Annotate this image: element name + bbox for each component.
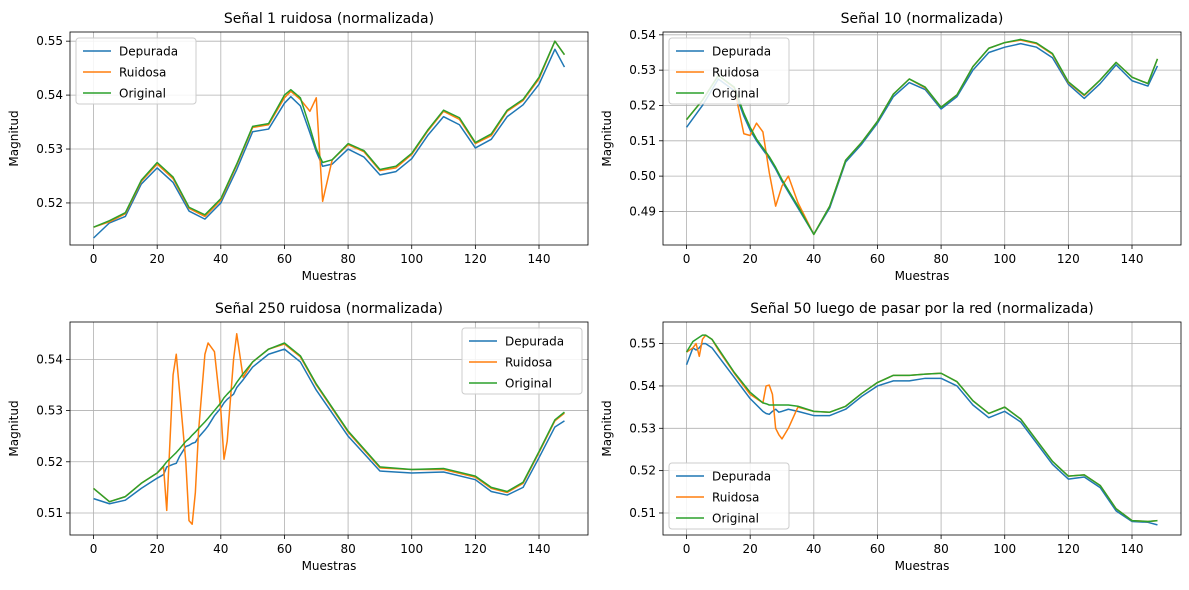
x-axis-label: Muestras	[302, 559, 357, 573]
x-tick-label: 20	[150, 542, 165, 556]
series-line-original	[93, 40, 566, 228]
chart-panel-2: 0 20 40 60 80 100 120 140 0.49 0.50 0.51 0.52 0.53 0.…	[600, 11, 1182, 283]
x-tick-label: 20	[743, 542, 758, 556]
legend-label: Original	[119, 87, 166, 101]
x-tick-label: 60	[277, 542, 292, 556]
legend-label: Depurada	[505, 335, 564, 349]
axes-frame	[69, 31, 589, 246]
x-tick-label: 140	[528, 542, 551, 556]
y-tick-label: 0.51	[629, 506, 656, 520]
y-axis-label: Magnitud	[7, 400, 21, 456]
x-tick-label: 140	[1121, 252, 1144, 266]
chart-panel-3: 0 20 40 60 80 100 120 140 0.51 0.52 0.53 0.54 Señal …	[7, 301, 589, 573]
y-axis-label: Magnitud	[600, 110, 614, 166]
y-tick-label: 0.52	[36, 455, 63, 469]
legend: Depurada Ruidosa Original	[668, 462, 790, 530]
y-tick-label: 0.52	[629, 464, 656, 478]
y-axis-label: Magnitud	[7, 110, 21, 166]
y-tick-label: 0.53	[36, 142, 63, 156]
legend-label: Original	[712, 87, 759, 101]
axes-frame	[69, 321, 589, 536]
chart-title: Señal 50 luego de pasar por la red (norm…	[750, 301, 1094, 317]
x-tick-label: 140	[528, 252, 551, 266]
x-tick-label: 60	[870, 252, 885, 266]
y-tick-label: 0.53	[36, 404, 63, 418]
y-tick-label: 0.52	[629, 98, 656, 112]
x-tick-label: 0	[90, 542, 98, 556]
series-line-original	[685, 334, 1158, 523]
y-tick-label: 0.54	[36, 88, 63, 102]
legend: Depurada Ruidosa Original	[461, 327, 583, 395]
x-tick-label: 40	[806, 542, 821, 556]
x-tick-label: 20	[150, 252, 165, 266]
y-tick-label: 0.52	[36, 196, 63, 210]
axes-frame	[662, 31, 1182, 246]
legend-label: Depurada	[712, 45, 771, 59]
y-tick-label: 0.54	[629, 28, 656, 42]
x-tick-label: 120	[464, 542, 487, 556]
x-tick-label: 20	[743, 252, 758, 266]
x-axis-label: Muestras	[895, 269, 950, 283]
y-tick-label: 0.51	[629, 134, 656, 148]
x-tick-label: 40	[806, 252, 821, 266]
x-tick-label: 140	[1121, 542, 1144, 556]
legend-label: Original	[505, 377, 552, 391]
x-tick-label: 60	[870, 542, 885, 556]
legend: Depurada Ruidosa Original	[75, 37, 197, 105]
x-tick-label: 120	[1057, 252, 1080, 266]
legend-label: Ruidosa	[119, 66, 166, 80]
legend-label: Ruidosa	[505, 356, 552, 370]
series-line-original	[93, 342, 565, 503]
legend: Depurada Ruidosa Original	[668, 37, 790, 105]
legend-label: Ruidosa	[712, 66, 759, 80]
legend-box	[461, 327, 583, 395]
x-axis-label: Muestras	[302, 269, 357, 283]
x-tick-label: 120	[1057, 542, 1080, 556]
y-tick-label: 0.54	[36, 352, 63, 366]
x-tick-label: 80	[933, 542, 948, 556]
legend-label: Depurada	[712, 470, 771, 484]
x-tick-label: 80	[933, 252, 948, 266]
legend-label: Depurada	[119, 45, 178, 59]
x-tick-label: 60	[277, 252, 292, 266]
y-tick-label: 0.54	[629, 379, 656, 393]
x-tick-label: 80	[340, 252, 355, 266]
series-line-depurada	[685, 342, 1158, 526]
chart-panel-1: 0 20 40 60 80 100 120 140 0.52 0.53 0.54 0.55 Señal …	[7, 11, 589, 283]
x-tick-label: 100	[993, 252, 1016, 266]
x-tick-label: 40	[213, 252, 228, 266]
y-tick-label: 0.55	[629, 337, 656, 351]
y-tick-label: 0.51	[36, 506, 63, 520]
legend-label: Original	[712, 512, 759, 526]
x-tick-label: 40	[213, 542, 228, 556]
x-axis-label: Muestras	[895, 559, 950, 573]
chart-panel-4: 0 20 40 60 80 100 120 140 0.51 0.52 0.53 0.54 0.55 Se…	[600, 301, 1182, 573]
legend-label: Ruidosa	[712, 491, 759, 505]
legend-box	[668, 37, 790, 105]
series-line-ruidosa	[93, 333, 565, 525]
y-tick-label: 0.50	[629, 169, 656, 183]
chart-title: Señal 250 ruidosa (normalizada)	[215, 301, 443, 317]
chart-title: Señal 1 ruidosa (normalizada)	[224, 11, 434, 27]
x-tick-label: 0	[683, 542, 691, 556]
x-tick-label: 100	[400, 542, 423, 556]
legend-box	[668, 462, 790, 530]
series-line-depurada	[93, 348, 565, 505]
x-tick-label: 100	[993, 542, 1016, 556]
x-tick-label: 120	[464, 252, 487, 266]
chart-title: Señal 10 (normalizada)	[841, 11, 1004, 27]
series-line-original	[685, 38, 1159, 236]
series-line-depurada	[685, 42, 1159, 236]
legend-box	[75, 37, 197, 105]
y-tick-label: 0.49	[629, 204, 656, 218]
x-tick-label: 0	[90, 252, 98, 266]
x-tick-label: 0	[683, 252, 691, 266]
y-tick-label: 0.55	[36, 34, 63, 48]
y-tick-label: 0.53	[629, 63, 656, 77]
y-axis-label: Magnitud	[600, 400, 614, 456]
y-tick-label: 0.53	[629, 421, 656, 435]
x-tick-label: 80	[340, 542, 355, 556]
x-tick-label: 100	[400, 252, 423, 266]
